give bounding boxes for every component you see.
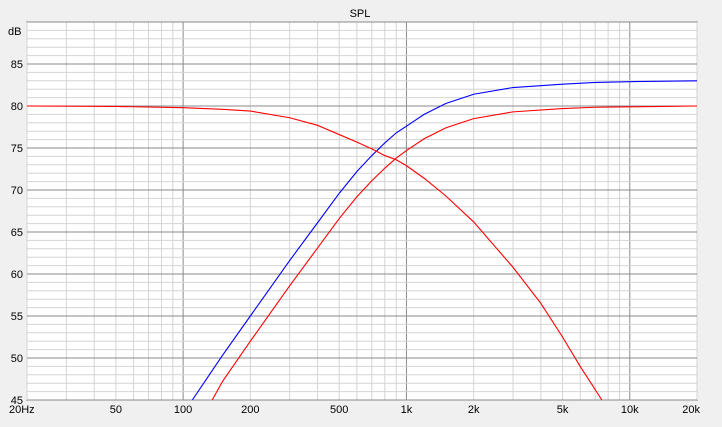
y-tick-label: 45 (11, 395, 23, 407)
plot-area (26, 21, 698, 401)
y-tick-label: 85 (11, 59, 23, 71)
y-axis-unit-label: dB (8, 26, 21, 38)
y-tick-label: 80 (11, 101, 23, 113)
x-tick-labels: 20Hz 50 100 200 500 1k 2k 5k 10k 20k (9, 404, 700, 416)
x-tick-label: 5k (557, 404, 569, 416)
y-tick-label: 50 (11, 353, 23, 365)
x-tick-label: 1k (401, 404, 413, 416)
series-line-1 (191, 80, 698, 401)
x-tick-label: 2k (468, 404, 480, 416)
data-series (26, 80, 698, 401)
x-tick-label: 10k (621, 404, 639, 416)
x-tick-label: 20Hz (9, 404, 35, 416)
series-line-3 (26, 105, 603, 401)
x-tick-label: 500 (330, 404, 348, 416)
y-tick-label: 65 (11, 227, 23, 239)
x-tick-label: 200 (241, 404, 259, 416)
y-tick-label: 75 (11, 143, 23, 155)
y-tick-label: 60 (11, 269, 23, 281)
chart-title: SPL (350, 8, 371, 20)
x-tick-label: 100 (174, 404, 192, 416)
x-tick-label: 50 (110, 404, 122, 416)
x-tick-label: 20k (682, 404, 700, 416)
y-tick-label: 70 (11, 185, 23, 197)
series-line-2 (211, 105, 698, 401)
y-tick-labels: 45 50 55 60 65 70 75 80 85 (11, 59, 23, 407)
y-tick-label: 55 (11, 311, 23, 323)
grid (26, 21, 698, 401)
